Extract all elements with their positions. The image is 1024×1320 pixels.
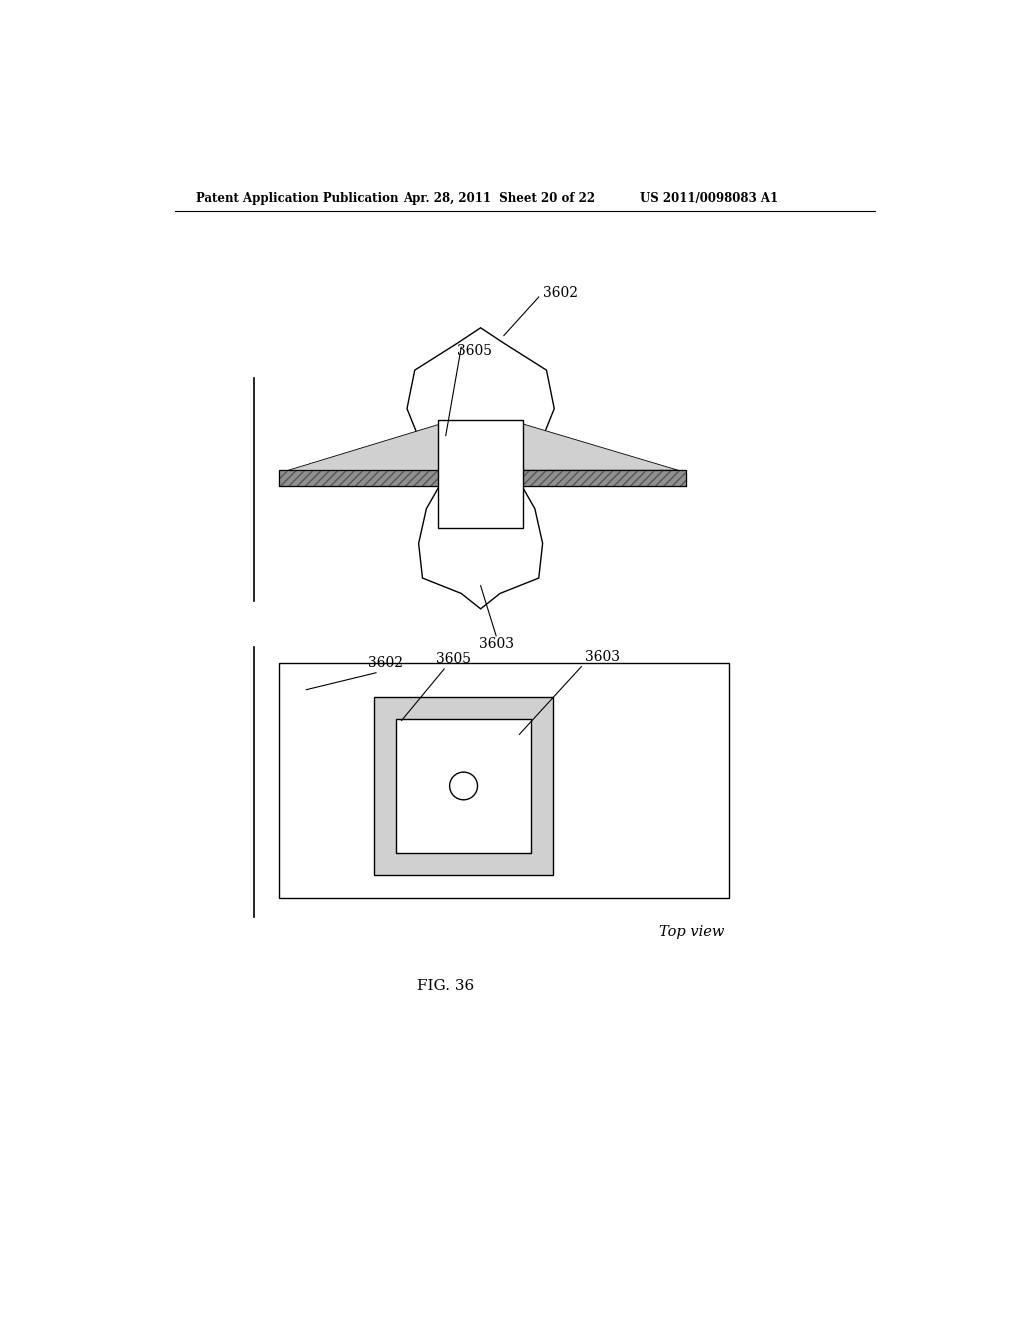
Bar bbox=[438, 420, 523, 528]
Polygon shape bbox=[523, 424, 678, 470]
Text: Patent Application Publication: Patent Application Publication bbox=[197, 191, 398, 205]
Polygon shape bbox=[419, 486, 543, 609]
Bar bbox=[396, 719, 531, 853]
Bar bbox=[280, 470, 686, 486]
Ellipse shape bbox=[450, 772, 477, 800]
Text: 3602: 3602 bbox=[369, 656, 403, 669]
Text: Top view: Top view bbox=[659, 925, 725, 940]
Polygon shape bbox=[407, 327, 554, 470]
Text: Apr. 28, 2011  Sheet 20 of 22: Apr. 28, 2011 Sheet 20 of 22 bbox=[403, 191, 595, 205]
Text: 3603: 3603 bbox=[586, 649, 621, 664]
Text: 3605: 3605 bbox=[436, 652, 471, 665]
Bar bbox=[280, 663, 729, 898]
Text: 3605: 3605 bbox=[458, 345, 493, 358]
Text: US 2011/0098083 A1: US 2011/0098083 A1 bbox=[640, 191, 777, 205]
Bar bbox=[375, 697, 553, 875]
Text: 3603: 3603 bbox=[478, 636, 514, 651]
Bar bbox=[280, 470, 686, 486]
Text: 3602: 3602 bbox=[543, 286, 578, 300]
Bar bbox=[280, 470, 686, 486]
Bar bbox=[280, 470, 686, 486]
Polygon shape bbox=[287, 424, 438, 470]
Bar bbox=[280, 470, 686, 486]
Text: FIG. 36: FIG. 36 bbox=[417, 979, 474, 993]
